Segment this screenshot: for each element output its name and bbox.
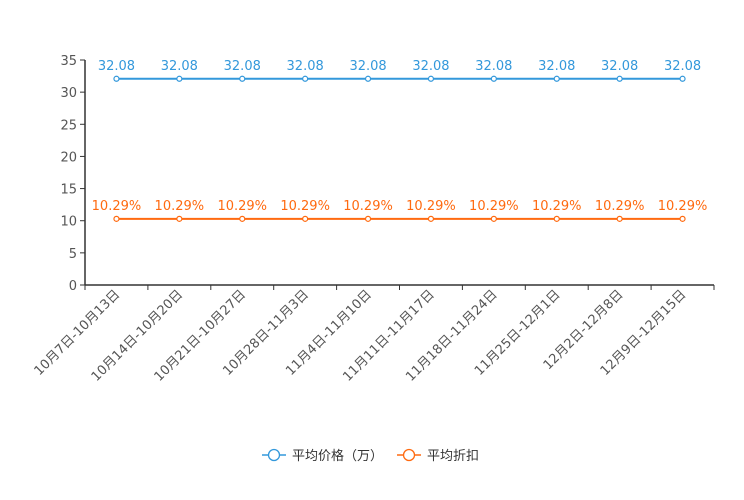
data-label: 32.08 — [287, 59, 324, 74]
data-point — [176, 75, 183, 82]
data-label: 10.29% — [280, 199, 330, 214]
data-label: 10.29% — [532, 199, 582, 214]
data-point — [364, 215, 372, 222]
data-point — [490, 75, 497, 82]
data-point — [239, 215, 246, 222]
data-label: 32.08 — [412, 59, 449, 74]
data-point — [679, 215, 686, 222]
legend-marker-icon — [402, 448, 416, 462]
data-label: 10.29% — [155, 199, 205, 214]
data-point — [113, 75, 120, 82]
data-label: 10.29% — [217, 199, 267, 214]
y-tick-label: 25 — [60, 118, 77, 133]
data-point — [364, 75, 372, 82]
data-point — [616, 215, 623, 222]
data-point — [302, 215, 309, 222]
y-tick-label: 35 — [60, 54, 77, 69]
data-point — [239, 75, 246, 82]
data-label: 10.29% — [658, 199, 708, 214]
data-label: 32.08 — [349, 59, 386, 74]
y-tick-label: 30 — [60, 86, 77, 101]
y-tick-label: 15 — [60, 183, 77, 198]
data-point — [302, 75, 309, 82]
legend-marker-icon — [267, 448, 281, 462]
data-point — [427, 215, 435, 222]
data-label: 10.29% — [469, 199, 519, 214]
data-point — [679, 75, 686, 82]
y-tick-label: 20 — [60, 150, 77, 165]
data-label: 10.29% — [92, 199, 142, 214]
data-label: 10.29% — [406, 199, 456, 214]
data-point — [176, 215, 183, 222]
data-point — [427, 75, 435, 82]
data-label: 32.08 — [475, 59, 512, 74]
data-label: 32.08 — [161, 59, 198, 74]
data-label: 10.29% — [343, 199, 393, 214]
legend-label: 平均价格（万） — [292, 448, 383, 464]
legend-label: 平均折扣 — [427, 449, 479, 464]
y-tick-label: 5 — [69, 247, 77, 262]
data-label: 32.08 — [601, 59, 638, 74]
data-point — [553, 75, 560, 82]
y-tick-label: 10 — [60, 215, 77, 230]
data-point — [616, 75, 623, 82]
data-label: 10.29% — [595, 199, 645, 214]
data-label: 32.08 — [538, 59, 575, 74]
data-label: 32.08 — [664, 59, 701, 74]
data-point — [113, 215, 120, 222]
y-tick-label: 0 — [69, 279, 77, 294]
data-label: 32.08 — [98, 59, 135, 74]
data-point — [490, 215, 497, 222]
data-point — [553, 215, 560, 222]
data-label: 32.08 — [224, 59, 261, 74]
